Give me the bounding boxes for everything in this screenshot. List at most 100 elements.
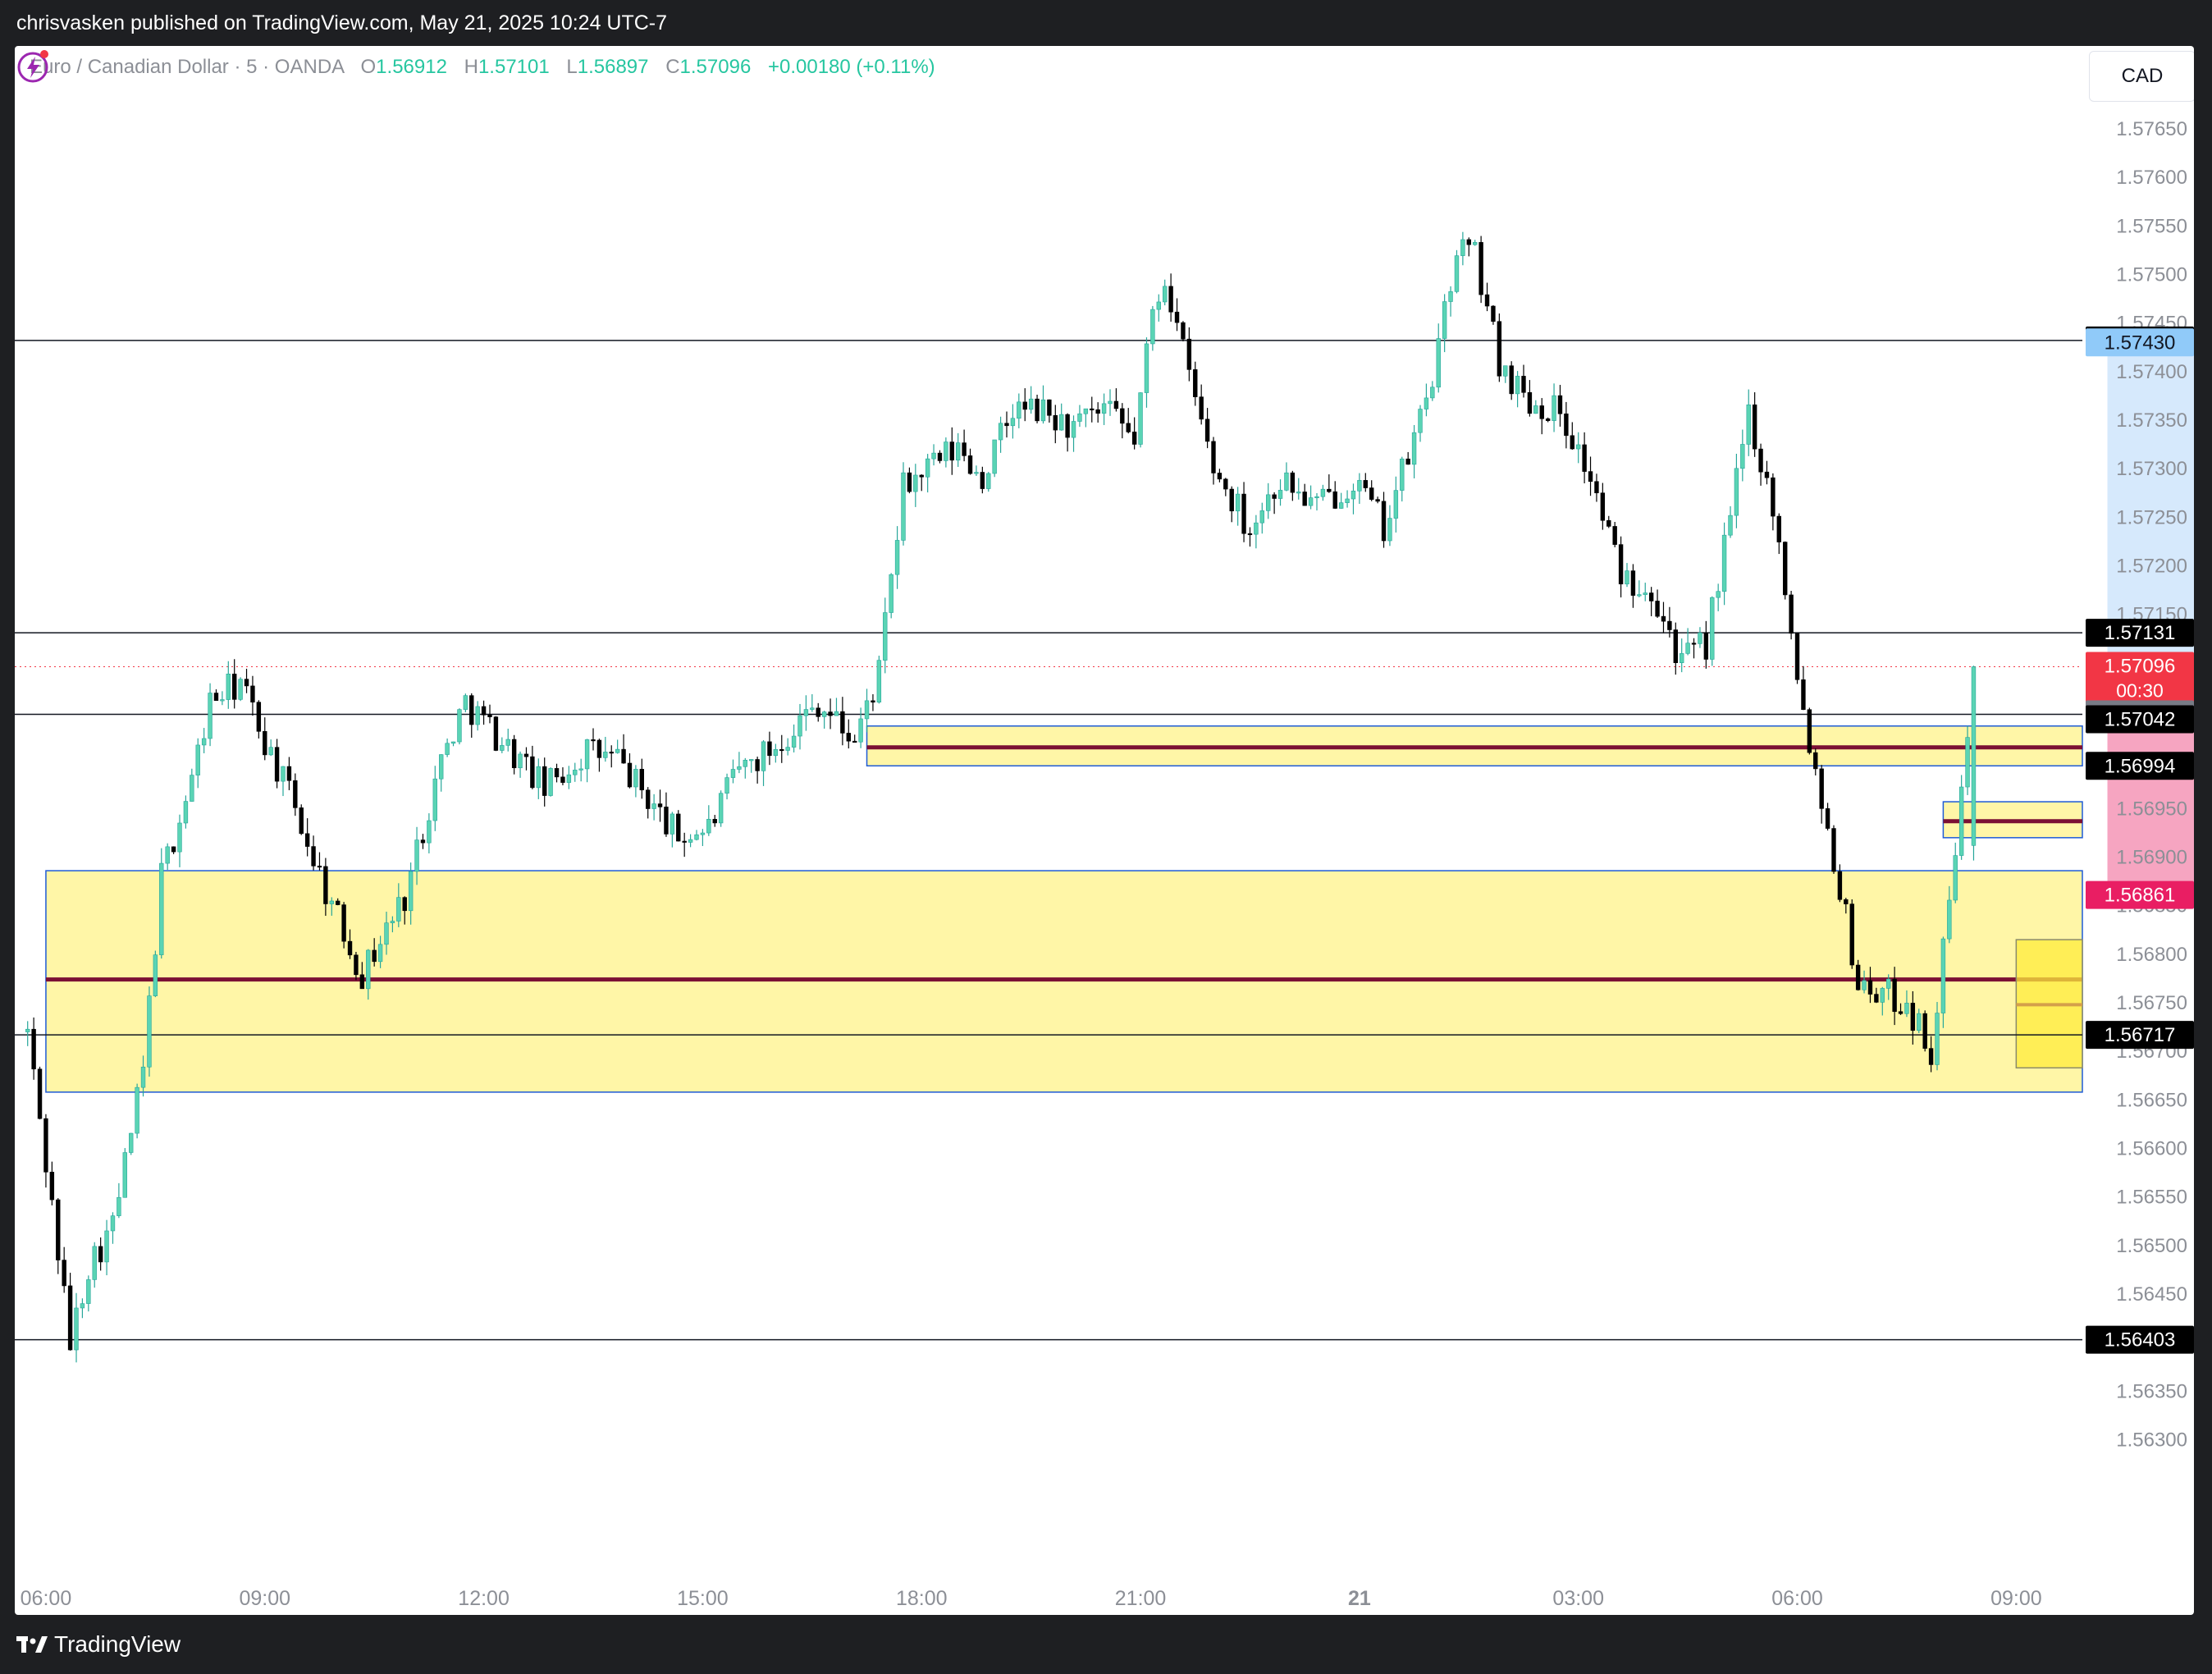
candle-body: [341, 904, 346, 942]
candle-body: [1204, 418, 1210, 442]
candle-body: [798, 715, 802, 737]
price-label: 1.57096: [2105, 656, 2176, 678]
candle-body: [1844, 899, 1849, 904]
candle-body: [1716, 591, 1721, 598]
candle-body: [1698, 632, 1702, 644]
candle-body: [651, 803, 656, 809]
publisher-bar: chrisvasken published on TradingView.com…: [0, 0, 2212, 46]
candle-body: [402, 897, 407, 912]
candle-body: [1126, 423, 1131, 432]
candle-body: [974, 472, 979, 474]
candle-body: [1497, 321, 1502, 377]
candle-body: [1940, 938, 1946, 1013]
candle-body: [432, 778, 437, 821]
candle-body: [1849, 903, 1854, 966]
candle-body: [1771, 477, 1776, 517]
candle-body: [1017, 401, 1021, 419]
candle-body: [937, 452, 943, 461]
candle-body: [554, 768, 560, 778]
candle-body: [1527, 392, 1533, 414]
candle-body: [487, 714, 492, 717]
candle-body: [165, 846, 170, 864]
candle-body: [573, 770, 578, 775]
candle-body: [1254, 522, 1259, 535]
candle-body: [1332, 491, 1337, 509]
candle-body: [949, 441, 954, 461]
high-value: 1.57101: [478, 56, 550, 78]
candle-body: [1746, 404, 1751, 445]
candle-body: [1083, 408, 1089, 414]
candle-body: [1478, 242, 1483, 295]
candle-body: [1655, 601, 1660, 617]
candle-body: [1308, 497, 1314, 506]
candle-body: [238, 679, 243, 700]
candle-body: [986, 473, 991, 489]
candle-body: [1515, 376, 1520, 395]
close-value: 1.57096: [679, 56, 752, 78]
candle-body: [1855, 964, 1861, 990]
candle-body: [98, 1246, 103, 1263]
candle-body: [1612, 526, 1617, 545]
candle-body: [1703, 632, 1709, 660]
candle-body: [1181, 322, 1186, 340]
candle-body: [1101, 403, 1107, 414]
candle-body: [712, 819, 717, 824]
candle-body: [530, 756, 535, 789]
candle-body: [80, 1303, 85, 1309]
candle-body: [913, 474, 918, 492]
price-tick-label: 1.57500: [2116, 263, 2187, 286]
candle-body: [1393, 490, 1399, 519]
candle-body: [1138, 392, 1143, 445]
price-tick-label: 1.56350: [2116, 1380, 2187, 1402]
candle-body: [1898, 1011, 1904, 1014]
candle-body: [523, 753, 529, 757]
candle-body: [190, 775, 194, 802]
candle-body: [1819, 768, 1824, 809]
candle-body: [1886, 978, 1891, 989]
candle-body: [578, 768, 583, 771]
candle-body: [183, 801, 189, 824]
candle-body: [1357, 480, 1362, 492]
candle-body: [925, 458, 930, 478]
candle-body: [274, 747, 280, 782]
candle-body: [457, 709, 462, 743]
candle-body: [201, 738, 207, 746]
candle-body: [1436, 338, 1441, 388]
candle-body: [1552, 395, 1556, 421]
candle-body: [1783, 542, 1788, 596]
candle-body: [621, 748, 626, 764]
currency-button[interactable]: CAD: [2089, 51, 2194, 102]
candle-body: [871, 700, 875, 703]
chart-frame[interactable]: 1.577001.576501.576001.575501.575001.574…: [15, 46, 2194, 1615]
candle-body: [834, 711, 839, 716]
open-label: O: [360, 56, 377, 78]
candle-body: [1131, 432, 1137, 445]
candle-body: [299, 807, 304, 835]
candle-body: [639, 769, 644, 791]
candle-body: [475, 706, 480, 725]
candle-body: [92, 1246, 97, 1280]
candle-body: [1807, 709, 1812, 753]
candlestick-chart[interactable]: 1.577001.576501.576001.575501.575001.574…: [15, 46, 2194, 1615]
candle-body: [37, 1068, 43, 1119]
candle-body: [359, 974, 365, 990]
time-tick-label: 21: [1348, 1587, 1371, 1610]
time-axis: 06:00 09:00 12:00 15:00 18:00 21:00 21 03:00 06:…: [21, 1587, 2042, 1610]
flash-icon[interactable]: [15, 46, 54, 85]
candle-body: [1327, 488, 1332, 492]
price-label-bg: [2086, 652, 2194, 705]
candle-body: [646, 789, 651, 809]
candle-body: [1369, 487, 1374, 500]
candle-body: [676, 813, 681, 842]
price-tick-label: 1.56800: [2116, 944, 2187, 966]
tradingview-brand: TradingView: [54, 1631, 181, 1657]
candle-body: [408, 871, 414, 912]
candle-body: [962, 442, 967, 456]
candle-body: [536, 766, 541, 789]
candle-body: [1545, 418, 1551, 421]
tradingview-logo[interactable]: TradingView: [16, 1631, 181, 1658]
candle-body: [591, 739, 596, 742]
price-tick-label: 1.57600: [2116, 167, 2187, 189]
candle-body: [347, 940, 353, 956]
candle-body: [232, 674, 237, 700]
